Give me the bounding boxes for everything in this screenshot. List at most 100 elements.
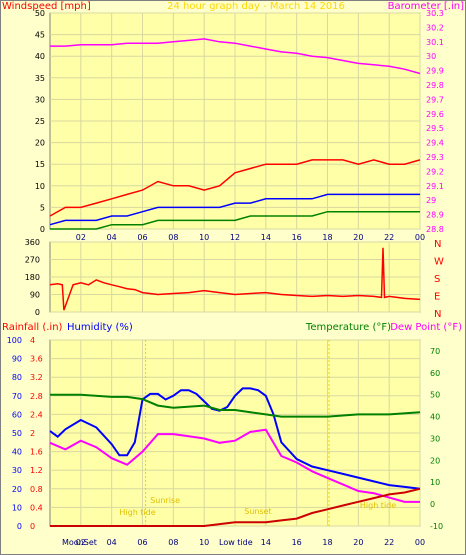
wind-tick-label: 25 [35, 117, 45, 126]
direction-tick-label: 180 [25, 273, 40, 282]
humidity-tick-label: 60 [12, 410, 22, 419]
baro-tick-label: 29.2 [426, 167, 444, 176]
x-tick-label: 10 [199, 538, 209, 547]
temp-tick-label: 70 [430, 347, 440, 356]
series-line-0 [50, 38, 421, 75]
trend-line-3 [50, 487, 421, 527]
direction-tick-label: 360 [25, 238, 40, 247]
temp-tick-label: 20 [430, 456, 440, 465]
wind-tick-label: 30 [35, 95, 45, 104]
dewpoint-axis-label: Dew Point (°F) [390, 322, 462, 333]
x-tick-label: 08 [168, 538, 178, 547]
baro-tick-label: 29.9 [426, 67, 444, 76]
wind-tick-label: 10 [35, 182, 45, 191]
x-tick-label: 16 [292, 233, 302, 242]
x-tick-label: 18 [322, 538, 332, 547]
high-tide-label: High tide [119, 508, 155, 517]
x-tick-label: 00 [415, 233, 425, 242]
sunrise-label: Sunrise [150, 496, 180, 505]
humidity-tick-label: 70 [12, 392, 22, 401]
high-tide-label: High tide [360, 501, 396, 510]
x-tick-label: 22 [384, 538, 394, 547]
x-tick-label: 00 [415, 538, 425, 547]
rain-tick-label: 0 [30, 522, 35, 531]
chart-title: 24 hour graph day - March 14 2016 [167, 1, 345, 12]
x-tick-label: 14 [261, 233, 271, 242]
rain-tick-label: 2 [30, 429, 35, 438]
x-tick-label: 20 [353, 538, 363, 547]
x-tick-label: 08 [168, 233, 178, 242]
humidity-tick-label: 90 [12, 355, 22, 364]
x-tick-label: 20 [353, 233, 363, 242]
trend-line-2 [49, 428, 420, 503]
rain-tick-label: 2.4 [30, 410, 43, 419]
baro-tick-label: 29.1 [426, 182, 444, 191]
temperature-axis-label: Temperature (°F) [305, 322, 391, 333]
rain-tick-label: 0.4 [30, 503, 43, 512]
compass-label: N [434, 309, 441, 320]
series-line-1 [49, 159, 421, 217]
x-tick-label: 14 [261, 538, 271, 547]
x-tick-label: 16 [292, 538, 302, 547]
wind-tick-label: 0 [40, 225, 45, 234]
compass-label: E [434, 292, 440, 303]
baro-tick-label: 29.4 [426, 139, 444, 148]
wind-tick-label: 20 [35, 139, 45, 148]
humidity-tick-label: 100 [7, 336, 22, 345]
rain-tick-label: 1.6 [30, 448, 43, 457]
wind-tick-label: 35 [35, 74, 45, 83]
rainfall-axis-label: Rainfall (.in) [2, 322, 63, 333]
humidity-tick-label: 10 [12, 503, 22, 512]
series-line-2 [49, 193, 420, 226]
x-tick-label: 04 [107, 538, 117, 547]
wind-tick-label: 15 [35, 160, 45, 169]
baro-tick-label: 30.2 [426, 23, 444, 32]
moonset-label: MoonSet [62, 538, 97, 547]
baro-tick-label: 30.3 [426, 9, 444, 18]
direction-tick-label: 270 [25, 256, 40, 265]
rain-tick-label: 2.8 [30, 392, 43, 401]
direction-line-0 [49, 247, 421, 311]
wind-tick-label: 5 [40, 203, 45, 212]
series-line-3 [50, 210, 420, 230]
sunset-label: Sunset [244, 507, 271, 516]
wind-tick-label: 50 [35, 9, 45, 18]
baro-tick-label: 29.7 [426, 95, 444, 104]
baro-tick-label: 29.8 [426, 81, 444, 90]
direction-tick-label: 0 [35, 308, 40, 317]
rain-tick-label: 4 [30, 336, 35, 345]
x-tick-label: 18 [322, 233, 332, 242]
rain-tick-label: 3.6 [30, 355, 43, 364]
x-tick-label: 06 [137, 538, 147, 547]
humidity-tick-label: 40 [12, 448, 22, 457]
x-tick-label: 02 [76, 233, 86, 242]
trend-line-1 [50, 393, 421, 418]
wind-tick-label: 45 [35, 31, 45, 40]
baro-tick-label: 29 [426, 196, 436, 205]
wind-tick-label: 40 [35, 52, 45, 61]
baro-tick-label: 30 [426, 52, 436, 61]
compass-label: W [434, 257, 444, 268]
x-tick-label: 02 [76, 538, 86, 547]
humidity-tick-label: 80 [12, 373, 22, 382]
humidity-tick-label: 20 [12, 485, 22, 494]
baro-tick-label: 29.6 [426, 110, 444, 119]
wind-axis-label: Windspeed [mph] [2, 1, 91, 12]
temp-tick-label: 40 [430, 413, 440, 422]
baro-tick-label: 30.1 [426, 38, 444, 47]
temp-tick-label: 30 [430, 434, 440, 443]
temp-tick-label: 0 [430, 500, 435, 509]
direction-tick-label: 90 [30, 291, 40, 300]
rain-tick-label: 3.2 [30, 373, 43, 382]
humidity-tick-label: 30 [12, 466, 22, 475]
temp-tick-label: 50 [430, 391, 440, 400]
temp-tick-label: -10 [430, 522, 443, 531]
temp-tick-label: 10 [430, 478, 440, 487]
rain-tick-label: 1.2 [30, 466, 43, 475]
humidity-tick-label: 0 [17, 522, 22, 531]
x-tick-label: 10 [199, 233, 209, 242]
baro-tick-label: 28.8 [426, 225, 444, 234]
humidity-axis-label: Humidity (%) [67, 322, 133, 333]
rain-tick-label: 0.8 [30, 485, 43, 494]
